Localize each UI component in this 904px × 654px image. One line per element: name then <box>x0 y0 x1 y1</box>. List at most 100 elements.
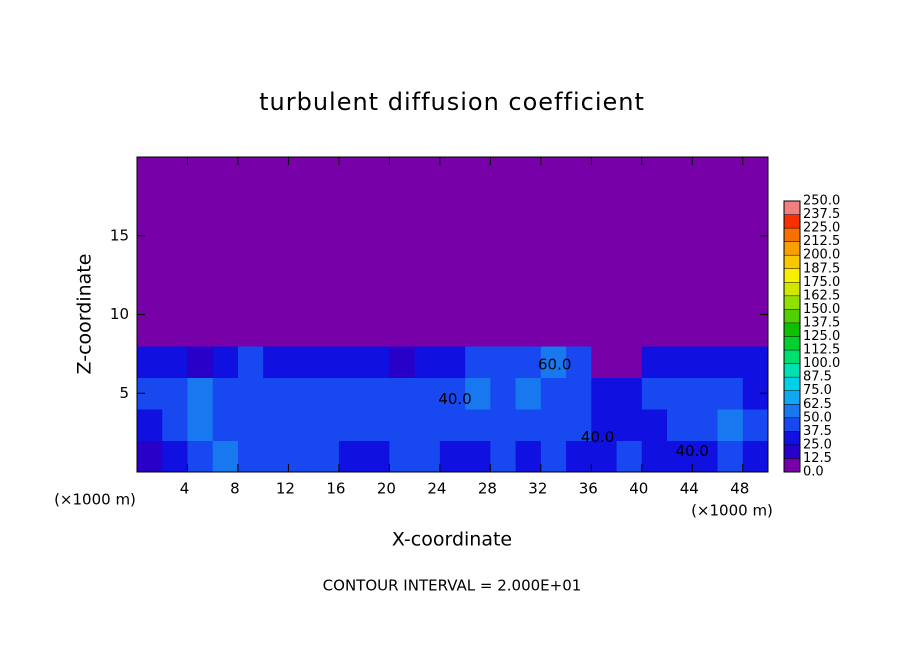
heat-cell <box>313 377 340 410</box>
heat-cell <box>641 377 668 410</box>
colorbar-swatch <box>784 458 800 473</box>
heat-cell <box>616 346 643 378</box>
heat-cell <box>288 283 315 315</box>
contour-note: CONTOUR INTERVAL = 2.000E+01 <box>323 577 582 595</box>
heat-cell <box>212 346 239 378</box>
heat-cell <box>162 314 188 347</box>
colorbar-swatch <box>784 390 800 405</box>
heat-cell <box>162 220 188 252</box>
heat-cell <box>616 409 643 441</box>
heat-cell <box>439 220 466 252</box>
heat-cell <box>263 251 289 284</box>
colorbar-tick-label: 37.5 <box>803 424 832 439</box>
heat-cell <box>364 188 390 221</box>
y-unit: (×1000 m) <box>54 491 136 509</box>
x-tick-label: 20 <box>377 480 396 498</box>
heat-cell <box>591 188 618 221</box>
heat-cell <box>338 440 365 473</box>
heat-cell <box>414 220 441 252</box>
heat-cell <box>667 188 693 221</box>
colorbar-swatch <box>784 444 800 459</box>
contour-label: 60.0 <box>538 355 571 373</box>
heat-cell <box>540 157 567 189</box>
x-tick-label: 8 <box>230 480 240 498</box>
heat-cell <box>137 440 163 473</box>
colorbar-tick-label: 0.0 <box>803 465 824 480</box>
heat-cell <box>667 346 693 378</box>
x-tick-label: 48 <box>730 480 749 498</box>
heat-cell <box>515 377 542 410</box>
heat-cell <box>490 314 517 347</box>
heat-cell <box>338 346 365 378</box>
heat-cell <box>263 220 289 252</box>
heat-cell <box>212 314 239 347</box>
heat-cell <box>717 440 744 473</box>
heat-cell <box>137 283 163 315</box>
heat-cell <box>439 377 466 410</box>
contour-label: 40.0 <box>438 390 471 408</box>
heat-cell <box>263 188 289 221</box>
heat-cell <box>515 188 542 221</box>
heat-cell <box>591 220 618 252</box>
colorbar-tick-label: 12.5 <box>803 451 832 466</box>
heat-cell <box>465 346 491 378</box>
colorbar-swatch <box>784 214 800 229</box>
colorbar-tick-label: 125.0 <box>803 329 840 344</box>
heat-cell <box>364 346 390 378</box>
heat-cell <box>591 283 618 315</box>
heat-cell <box>364 283 390 315</box>
heat-cell <box>515 157 542 189</box>
heat-cell <box>540 440 567 473</box>
colorbar-tick-label: 200.0 <box>803 248 840 263</box>
heat-cell <box>288 346 315 378</box>
heat-cell <box>515 314 542 347</box>
heat-cell <box>288 157 315 189</box>
heat-cell <box>187 346 214 378</box>
heat-cell <box>742 283 769 315</box>
colorbar-swatch <box>784 268 800 283</box>
heat-cell <box>591 440 618 473</box>
heat-cell <box>237 157 264 189</box>
heat-cell <box>641 440 668 473</box>
colorbar-tick-label: 175.0 <box>803 275 840 290</box>
heat-cell <box>692 346 719 378</box>
colorbar-tick-label: 150.0 <box>803 302 840 317</box>
heat-cell <box>389 283 416 315</box>
heat-cell <box>313 440 340 473</box>
heat-cell <box>490 346 517 378</box>
heat-cell <box>313 314 340 347</box>
colorbar-tick-label: 112.5 <box>803 343 840 358</box>
heat-cell <box>338 377 365 410</box>
heat-cell <box>212 440 239 473</box>
heat-cell <box>465 188 491 221</box>
heat-cell <box>490 440 517 473</box>
heat-cell <box>187 314 214 347</box>
colorbar-swatch <box>784 431 800 446</box>
heat-cell <box>414 251 441 284</box>
heat-cell <box>616 188 643 221</box>
heat-cell <box>540 188 567 221</box>
heat-cell <box>540 220 567 252</box>
heat-cell <box>389 188 416 221</box>
heat-cell <box>616 440 643 473</box>
colorbar-tick-label: 225.0 <box>803 221 840 236</box>
heat-cell <box>212 283 239 315</box>
heat-cell <box>162 157 188 189</box>
heat-cell <box>137 346 163 378</box>
heat-cell <box>439 188 466 221</box>
heat-cell <box>137 409 163 441</box>
heat-cell <box>566 157 592 189</box>
x-tick-label: 44 <box>680 480 699 498</box>
heat-cell <box>465 251 491 284</box>
heat-cell <box>263 157 289 189</box>
colorbar-tick-label: 100.0 <box>803 356 840 371</box>
heat-cell <box>566 440 592 473</box>
heat-cell <box>288 220 315 252</box>
heat-cell <box>515 440 542 473</box>
colorbar-swatch <box>784 282 800 297</box>
heat-cell <box>515 251 542 284</box>
heat-cell <box>364 220 390 252</box>
heat-cell <box>490 377 517 410</box>
heat-cell <box>566 314 592 347</box>
heat-cell <box>364 157 390 189</box>
